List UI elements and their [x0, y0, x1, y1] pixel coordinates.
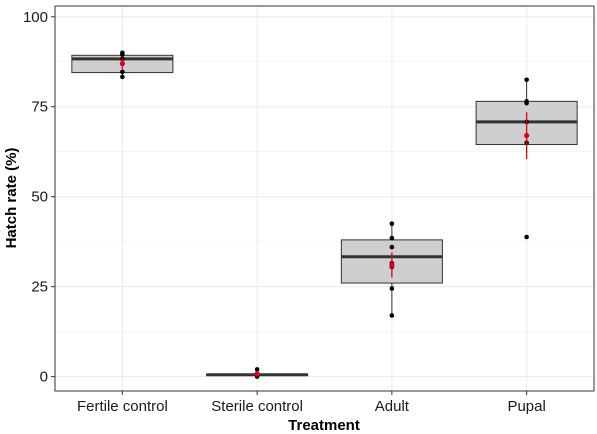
data-point [389, 244, 395, 250]
y-axis-ticks: 0 25 50 75 100 [23, 9, 55, 386]
x-axis-ticks: Fertile control Sterile control Adult Pupal [77, 391, 546, 415]
data-point [120, 74, 125, 80]
data-point [524, 77, 529, 83]
mean-point [119, 60, 125, 67]
mean-point [389, 262, 395, 268]
plot-panel-border [54, 5, 595, 392]
mean-point [524, 132, 530, 139]
y-tick-label: 25 [31, 279, 48, 296]
data-points [120, 50, 529, 379]
x-tick-label: Sterile control [211, 398, 303, 415]
mean-point [254, 371, 260, 377]
data-point [389, 286, 395, 291]
x-tick-label: Fertile control [77, 398, 168, 415]
data-point [389, 221, 395, 226]
y-tick-label: 50 [31, 189, 48, 206]
y-axis-title: Hatch rate (%) [3, 148, 20, 249]
data-point [120, 52, 125, 57]
data-point [524, 100, 529, 106]
data-point [524, 234, 529, 240]
x-tick-label: Adult [375, 398, 410, 415]
grid-lines [55, 6, 594, 391]
x-axis-title: Treatment [288, 417, 360, 434]
x-tick-label: Pupal [507, 398, 545, 415]
y-tick-label: 0 [40, 369, 48, 386]
data-point [254, 367, 260, 372]
y-tick-label: 100 [23, 9, 48, 26]
data-point [389, 235, 395, 241]
y-tick-label: 75 [31, 99, 48, 116]
data-point [120, 69, 125, 75]
boxes [71, 52, 578, 377]
data-point [389, 313, 395, 318]
means-with-error-bars [119, 58, 530, 377]
